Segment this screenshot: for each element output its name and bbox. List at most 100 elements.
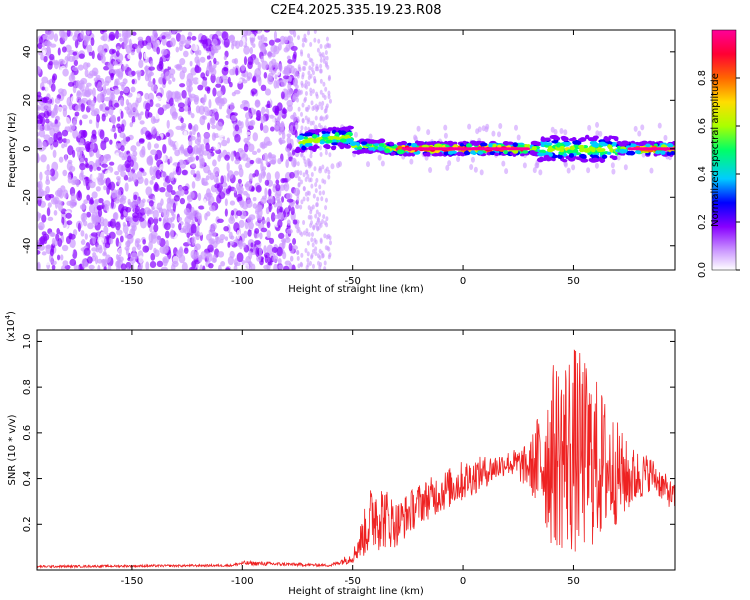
heatmap-cell	[269, 237, 275, 244]
heatmap-cell	[316, 225, 320, 231]
heatmap-cell	[120, 110, 124, 119]
heatmap-cell	[309, 41, 313, 47]
heatmap-cell	[207, 152, 212, 160]
heatmap-cell	[402, 152, 408, 157]
heatmap-cell	[148, 240, 153, 251]
heatmap-cell	[165, 191, 170, 198]
heatmap-cell	[80, 238, 86, 246]
heatmap-cell	[306, 251, 310, 257]
heatmap-cell	[96, 166, 102, 171]
heatmap-cell	[304, 126, 308, 132]
heatmap-cell	[221, 31, 229, 41]
heatmap-cell	[206, 192, 213, 198]
heatmap-cell	[47, 43, 51, 54]
heatmap-cell	[159, 187, 166, 193]
heatmap-cell	[205, 175, 210, 181]
heatmap-cell	[308, 177, 312, 183]
heatmap-cell	[126, 267, 130, 270]
heatmap-cell	[309, 206, 313, 212]
heatmap-cell	[224, 198, 228, 207]
heatmap-cell	[150, 149, 157, 156]
heatmap-cell	[559, 128, 564, 135]
heatmap-cell	[318, 101, 322, 107]
heatmap-cell	[233, 222, 240, 232]
heatmap-cell	[279, 206, 284, 213]
heatmap-cell	[319, 78, 323, 84]
heatmap-cell	[67, 145, 74, 156]
heatmap-cell	[43, 134, 51, 141]
heatmap-cell	[323, 233, 327, 239]
heatmap-cell	[81, 114, 88, 120]
heatmap-cell	[169, 156, 173, 164]
heatmap-cell	[532, 141, 540, 145]
heatmap-cell	[278, 264, 284, 270]
snr-multiplier: (x104)	[4, 311, 17, 342]
heatmap-cell	[431, 153, 440, 157]
heatmap-cell	[86, 256, 93, 264]
heatmap-cell	[175, 166, 180, 173]
y-tick-label: 40	[22, 45, 33, 58]
heatmap-cell	[190, 113, 195, 119]
heatmap-cell	[90, 37, 95, 47]
heatmap-cell	[321, 253, 325, 259]
heatmap-cell	[185, 96, 189, 106]
heatmap-cell	[191, 181, 196, 189]
heatmap-cell	[166, 119, 170, 129]
heatmap-cell	[303, 33, 307, 39]
heatmap-cell	[576, 141, 582, 145]
heatmap-cell	[591, 137, 596, 142]
heatmap-cell	[447, 160, 452, 167]
heatmap-cell	[130, 252, 138, 260]
heatmap-cell	[160, 72, 165, 79]
heatmap-cell	[108, 63, 114, 74]
heatmap-cell	[146, 42, 152, 50]
heatmap-cell	[214, 96, 221, 104]
heatmap-cell	[306, 262, 310, 268]
heatmap-cell	[74, 111, 80, 117]
heatmap-cell	[91, 50, 95, 60]
heatmap-cell	[324, 150, 328, 156]
heatmap-cell	[233, 170, 239, 176]
heatmap-cell	[252, 196, 257, 202]
heatmap-cell	[456, 151, 462, 157]
heatmap-cell	[107, 264, 112, 270]
heatmap-cell	[243, 56, 248, 66]
heatmap-cell	[670, 150, 675, 155]
heatmap-cell	[296, 135, 305, 140]
heatmap-cell	[477, 150, 484, 155]
heatmap-cell	[243, 230, 248, 239]
colorbar-tick-label: 0.6	[697, 118, 708, 134]
heatmap-cell	[224, 208, 228, 217]
heatmap-cell	[138, 138, 145, 144]
heatmap-cell	[246, 76, 251, 82]
heatmap-cell	[165, 132, 171, 138]
heatmap-cell	[426, 141, 434, 146]
heatmap-cell	[571, 164, 576, 171]
heatmap-cell	[89, 142, 95, 151]
heatmap-cell	[213, 143, 220, 151]
heatmap-cell	[232, 163, 237, 168]
heatmap-cell	[79, 119, 83, 126]
heatmap-cell	[117, 247, 125, 256]
heatmap-cell	[150, 234, 157, 244]
heatmap-cell	[114, 152, 120, 162]
heatmap-cell	[517, 144, 525, 148]
heatmap-cell	[264, 179, 270, 186]
heatmap-cell	[325, 103, 329, 109]
heatmap-cell	[303, 96, 307, 102]
y-tick-label: -40	[22, 238, 33, 254]
heatmap-cell	[325, 55, 329, 61]
heatmap-cell	[101, 30, 108, 33]
heatmap-cell	[260, 161, 264, 172]
heatmap-cell	[257, 207, 263, 218]
heatmap-cell	[148, 92, 154, 102]
heatmap-cell	[327, 94, 331, 100]
heatmap-cell	[62, 169, 68, 177]
heatmap-cell	[167, 61, 174, 68]
y-tick-label: -20	[22, 189, 33, 205]
heatmap-cell	[467, 123, 472, 130]
heatmap-cell	[113, 132, 117, 140]
y-tick-label: 0.4	[22, 471, 33, 487]
heatmap-cell	[294, 148, 301, 154]
